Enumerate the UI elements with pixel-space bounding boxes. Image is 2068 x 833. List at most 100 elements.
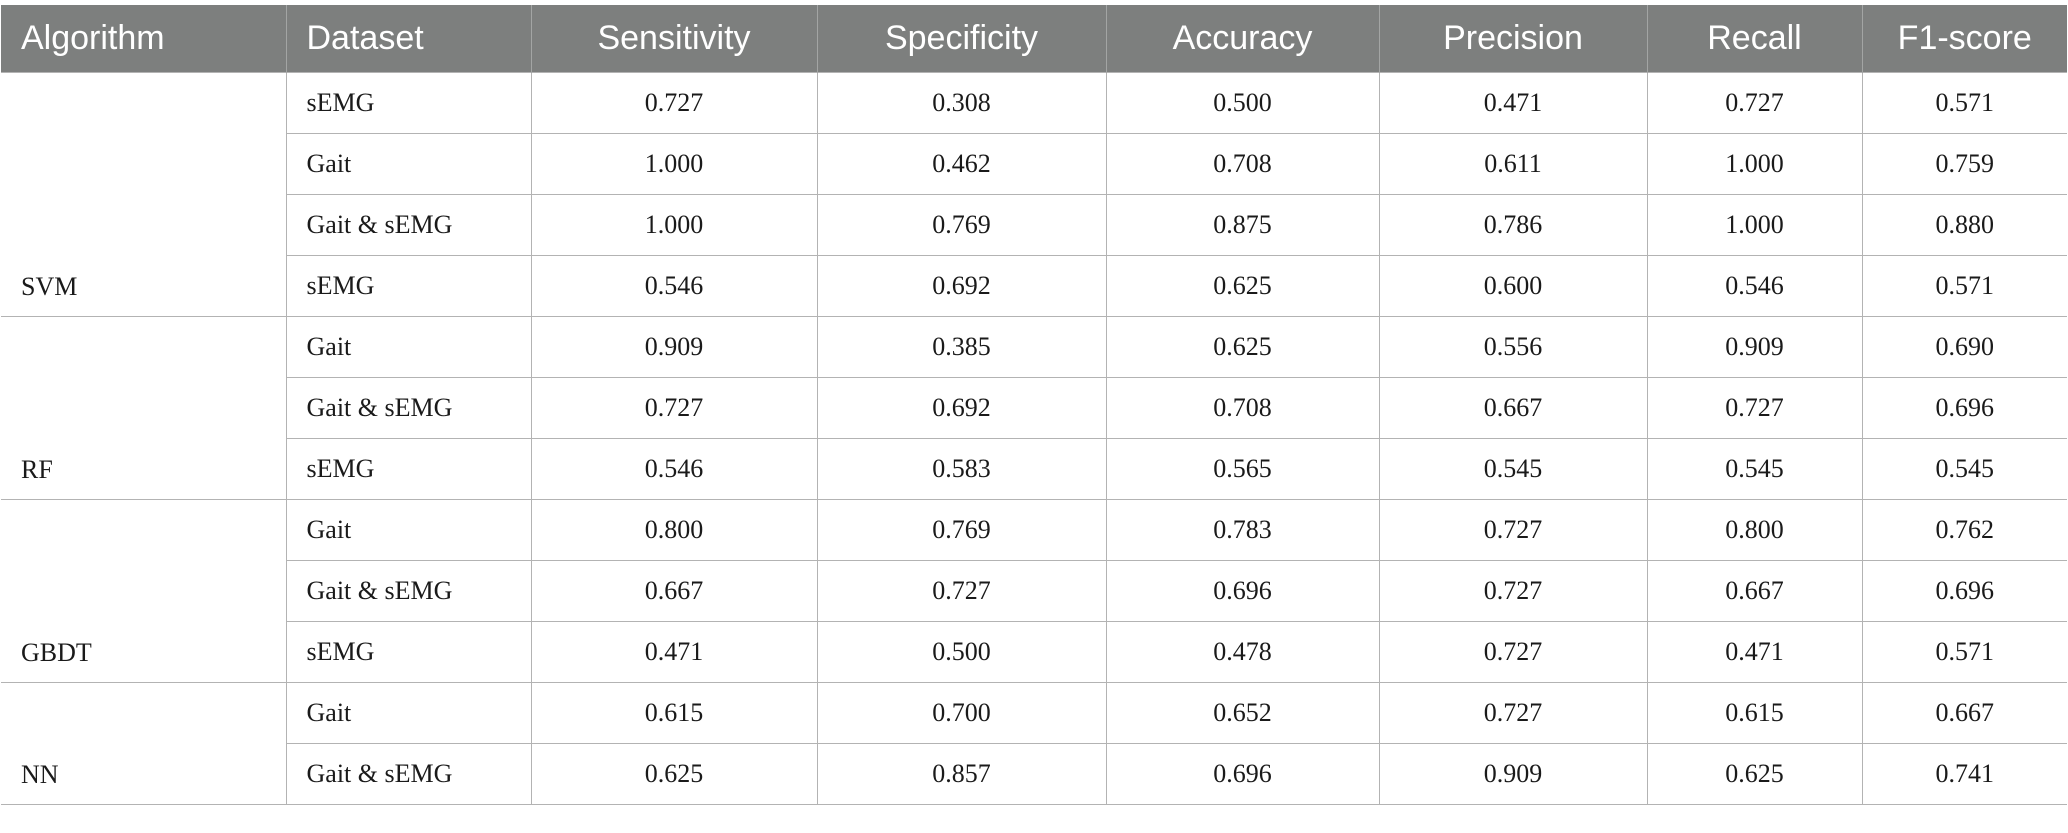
dataset-cell: Gait & sEMG bbox=[286, 743, 532, 805]
specificity-cell: 0.727 bbox=[816, 560, 1107, 622]
sensitivity-cell: 0.615 bbox=[530, 682, 818, 744]
precision-cell: 0.545 bbox=[1378, 438, 1648, 500]
dataset-cell: Gait bbox=[286, 133, 532, 195]
recall-cell: 0.615 bbox=[1646, 682, 1863, 744]
accuracy-cell: 0.565 bbox=[1105, 438, 1380, 500]
precision-cell: 0.909 bbox=[1378, 743, 1648, 805]
sensitivity-cell: 0.727 bbox=[530, 72, 818, 134]
algorithm-cell: GBDT bbox=[1, 499, 287, 683]
accuracy-cell: 0.625 bbox=[1105, 316, 1380, 378]
results-table: Algorithm Dataset Sensitivity Specificit… bbox=[1, 5, 2067, 805]
sensitivity-cell: 0.909 bbox=[530, 316, 818, 378]
table-row: sEMG 0.471 0.500 0.478 0.727 0.471 0.571 bbox=[1, 621, 2067, 683]
recall-cell: 1.000 bbox=[1646, 194, 1863, 256]
specificity-cell: 0.692 bbox=[816, 377, 1107, 439]
recall-cell: 1.000 bbox=[1646, 133, 1863, 195]
dataset-cell: Gait bbox=[285, 499, 532, 561]
header-recall: Recall bbox=[1646, 5, 1862, 73]
recall-cell: 0.546 bbox=[1646, 255, 1863, 317]
f1-score-cell: 0.690 bbox=[1861, 316, 2067, 378]
sensitivity-cell: 0.546 bbox=[530, 438, 818, 500]
f1-score-cell: 0.762 bbox=[1861, 499, 2067, 561]
specificity-cell: 0.857 bbox=[816, 743, 1107, 805]
header-specificity: Specificity bbox=[816, 5, 1106, 73]
recall-cell: 0.909 bbox=[1646, 316, 1863, 378]
accuracy-cell: 0.696 bbox=[1105, 560, 1380, 622]
table-header: Algorithm Dataset Sensitivity Specificit… bbox=[1, 5, 2067, 73]
f1-score-cell: 0.696 bbox=[1861, 560, 2067, 622]
precision-cell: 0.611 bbox=[1378, 133, 1648, 195]
header-precision: Precision bbox=[1378, 5, 1647, 73]
f1-score-cell: 0.571 bbox=[1861, 621, 2067, 683]
f1-score-cell: 0.545 bbox=[1861, 438, 2067, 500]
table-row: sEMG 0.546 0.583 0.565 0.545 0.545 0.545 bbox=[1, 438, 2067, 500]
algorithm-cell: NN bbox=[1, 682, 287, 805]
accuracy-cell: 0.708 bbox=[1105, 133, 1380, 195]
table-row: Gait & sEMG 0.727 0.692 0.708 0.667 0.72… bbox=[1, 377, 2067, 439]
header-sensitivity: Sensitivity bbox=[530, 5, 817, 73]
f1-score-cell: 0.741 bbox=[1861, 743, 2067, 805]
precision-cell: 0.556 bbox=[1378, 316, 1648, 378]
table-row: Gait & sEMG 0.625 0.857 0.696 0.909 0.62… bbox=[1, 743, 2067, 805]
sensitivity-cell: 0.667 bbox=[530, 560, 818, 622]
specificity-cell: 0.583 bbox=[816, 438, 1107, 500]
specificity-cell: 0.500 bbox=[816, 621, 1107, 683]
precision-cell: 0.727 bbox=[1378, 682, 1648, 744]
precision-cell: 0.727 bbox=[1378, 499, 1648, 561]
specificity-cell: 0.692 bbox=[816, 255, 1107, 317]
table-row: GBDT Gait 0.800 0.769 0.783 0.727 0.800 … bbox=[1, 499, 2067, 683]
sensitivity-cell: 0.546 bbox=[530, 255, 818, 317]
header-algorithm: Algorithm bbox=[1, 5, 286, 73]
table-row: SVM sEMG 0.727 0.308 0.500 0.471 0.727 0… bbox=[1, 72, 2067, 317]
accuracy-cell: 0.783 bbox=[1105, 499, 1380, 561]
f1-score-cell: 0.696 bbox=[1861, 377, 2067, 439]
f1-score-cell: 0.571 bbox=[1861, 72, 2067, 134]
accuracy-cell: 0.708 bbox=[1105, 377, 1380, 439]
sensitivity-cell: 1.000 bbox=[530, 194, 818, 256]
table-row: sEMG 0.546 0.692 0.625 0.600 0.546 0.571 bbox=[1, 255, 2067, 317]
precision-cell: 0.727 bbox=[1378, 621, 1648, 683]
table-row: RF Gait 0.909 0.385 0.625 0.556 0.909 0.… bbox=[1, 316, 2067, 500]
accuracy-cell: 0.696 bbox=[1105, 743, 1380, 805]
dataset-cell: Gait & sEMG bbox=[286, 560, 532, 622]
specificity-cell: 0.769 bbox=[816, 194, 1107, 256]
specificity-cell: 0.462 bbox=[816, 133, 1107, 195]
header-accuracy: Accuracy bbox=[1105, 5, 1379, 73]
dataset-cell: Gait bbox=[285, 682, 532, 744]
dataset-cell: Gait & sEMG bbox=[286, 377, 532, 439]
algorithm-cell: RF bbox=[1, 316, 287, 500]
sensitivity-cell: 0.800 bbox=[530, 499, 818, 561]
recall-cell: 0.727 bbox=[1646, 377, 1863, 439]
precision-cell: 0.786 bbox=[1378, 194, 1648, 256]
table-row: Gait & sEMG 1.000 0.769 0.875 0.786 1.00… bbox=[1, 194, 2067, 256]
specificity-cell: 0.700 bbox=[816, 682, 1107, 744]
precision-cell: 0.667 bbox=[1378, 377, 1648, 439]
recall-cell: 0.545 bbox=[1646, 438, 1863, 500]
dataset-cell: Gait & sEMG bbox=[286, 194, 532, 256]
dataset-cell: sEMG bbox=[285, 72, 532, 134]
table-row: Gait 1.000 0.462 0.708 0.611 1.000 0.759 bbox=[1, 133, 2067, 195]
specificity-cell: 0.308 bbox=[816, 72, 1107, 134]
header-dataset: Dataset bbox=[285, 5, 531, 73]
f1-score-cell: 0.667 bbox=[1861, 682, 2067, 744]
sensitivity-cell: 0.727 bbox=[530, 377, 818, 439]
accuracy-cell: 0.500 bbox=[1105, 72, 1380, 134]
header-row: Algorithm Dataset Sensitivity Specificit… bbox=[1, 5, 2067, 73]
sensitivity-cell: 0.625 bbox=[530, 743, 818, 805]
dataset-cell: sEMG bbox=[286, 621, 532, 683]
dataset-cell: sEMG bbox=[286, 438, 532, 500]
sensitivity-cell: 0.471 bbox=[530, 621, 818, 683]
table-row: Gait & sEMG 0.667 0.727 0.696 0.727 0.66… bbox=[1, 560, 2067, 622]
recall-cell: 0.800 bbox=[1646, 499, 1863, 561]
accuracy-cell: 0.478 bbox=[1105, 621, 1380, 683]
table-row: NN Gait 0.615 0.700 0.652 0.727 0.615 0.… bbox=[1, 682, 2067, 805]
dataset-cell: sEMG bbox=[286, 255, 532, 317]
accuracy-cell: 0.875 bbox=[1105, 194, 1380, 256]
f1-score-cell: 0.571 bbox=[1861, 255, 2067, 317]
algorithm-cell: SVM bbox=[1, 72, 287, 317]
f1-score-cell: 0.880 bbox=[1861, 194, 2067, 256]
recall-cell: 0.471 bbox=[1646, 621, 1863, 683]
precision-cell: 0.727 bbox=[1378, 560, 1648, 622]
specificity-cell: 0.769 bbox=[816, 499, 1107, 561]
dataset-cell: Gait bbox=[285, 316, 532, 378]
